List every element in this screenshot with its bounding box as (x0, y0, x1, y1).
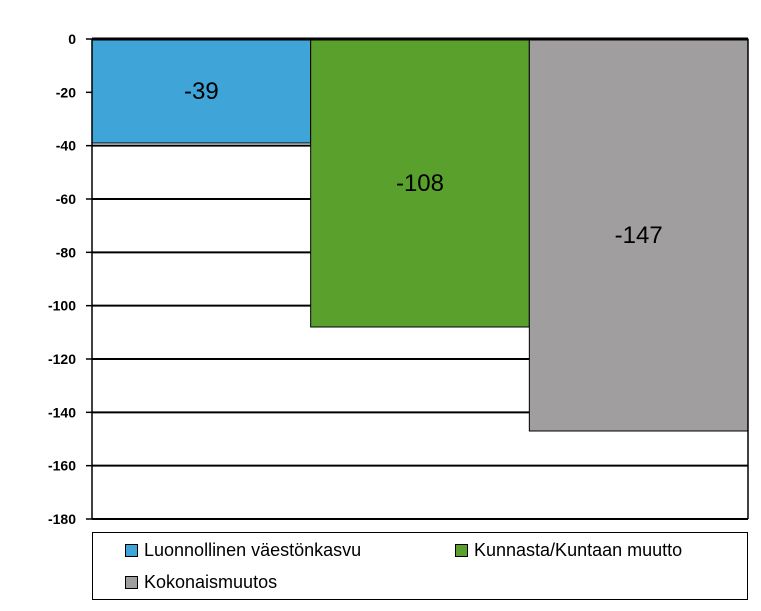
legend-swatch-total-change (125, 575, 138, 589)
y-tick-label: -60 (56, 191, 76, 207)
y-tick-label: -120 (48, 351, 76, 367)
legend-item-total-change: Kokonaismuutos (125, 571, 277, 593)
legend-label-migration: Kunnasta/Kuntaan muutto (474, 539, 683, 560)
y-tick-label: -160 (48, 458, 76, 474)
y-tick-label: 0 (68, 31, 76, 47)
y-tick-label: -100 (48, 298, 76, 314)
y-tick-label: -180 (48, 511, 76, 527)
bar-labels: -39 -108 -147 (184, 78, 663, 249)
legend: Luonnollinen väestönkasvu Kunnasta/Kunta… (92, 532, 748, 600)
y-axis: 0 -20 -40 -60 -80 -100 -120 -140 -160 -180 (48, 31, 92, 527)
bar-data-label: -39 (184, 78, 219, 105)
y-tick-label: -140 (48, 404, 76, 420)
bar-data-label: -108 (396, 170, 444, 197)
bars (91, 38, 749, 432)
legend-label-total-change: Kokonaismuutos (144, 571, 278, 592)
legend-item-natural-growth: Luonnollinen väestönkasvu (125, 539, 361, 561)
y-tick-label: -80 (56, 244, 76, 260)
bar (91, 38, 312, 144)
bar (310, 38, 530, 328)
legend-item-migration: Kunnasta/Kuntaan muutto (455, 539, 682, 561)
y-tick-label: -20 (56, 84, 76, 100)
y-tick-label: -40 (56, 138, 76, 154)
legend-label-natural-growth: Luonnollinen väestönkasvu (144, 539, 362, 560)
legend-swatch-migration (455, 543, 468, 557)
legend-swatch-natural-growth (125, 543, 138, 557)
bar-data-label: -147 (615, 222, 663, 249)
